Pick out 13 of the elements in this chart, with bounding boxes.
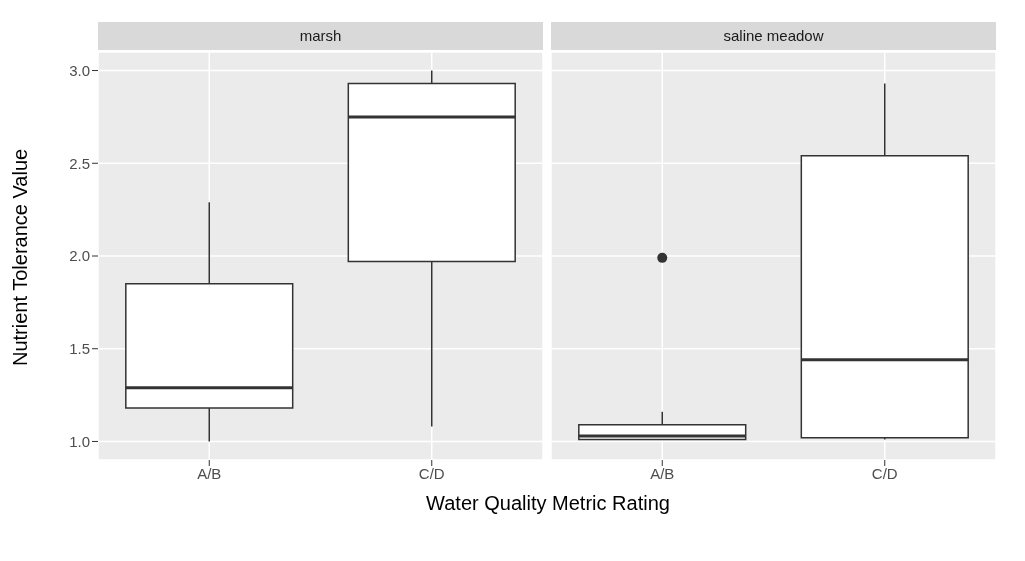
x-axis-title: Water Quality Metric Rating [425, 492, 671, 515]
x-tick-label: A/B [650, 464, 675, 482]
x-tick-label: C/D [418, 464, 445, 482]
x-tick-label: A/B [197, 464, 222, 482]
y-axis-title: Nutrient Tolerance Value [9, 148, 32, 366]
chart-title: marsh [98, 22, 543, 50]
y-tick-label: 2.0 [69, 247, 90, 265]
y-tick-label: 2.5 [69, 154, 90, 172]
y-tick-label: 1.0 [69, 432, 90, 450]
chart-title: saline meadow [551, 22, 996, 50]
y-tick-label: 3.0 [69, 61, 90, 79]
y-tick-label: 1.5 [69, 340, 90, 358]
x-tick-label: C/D [871, 464, 898, 482]
